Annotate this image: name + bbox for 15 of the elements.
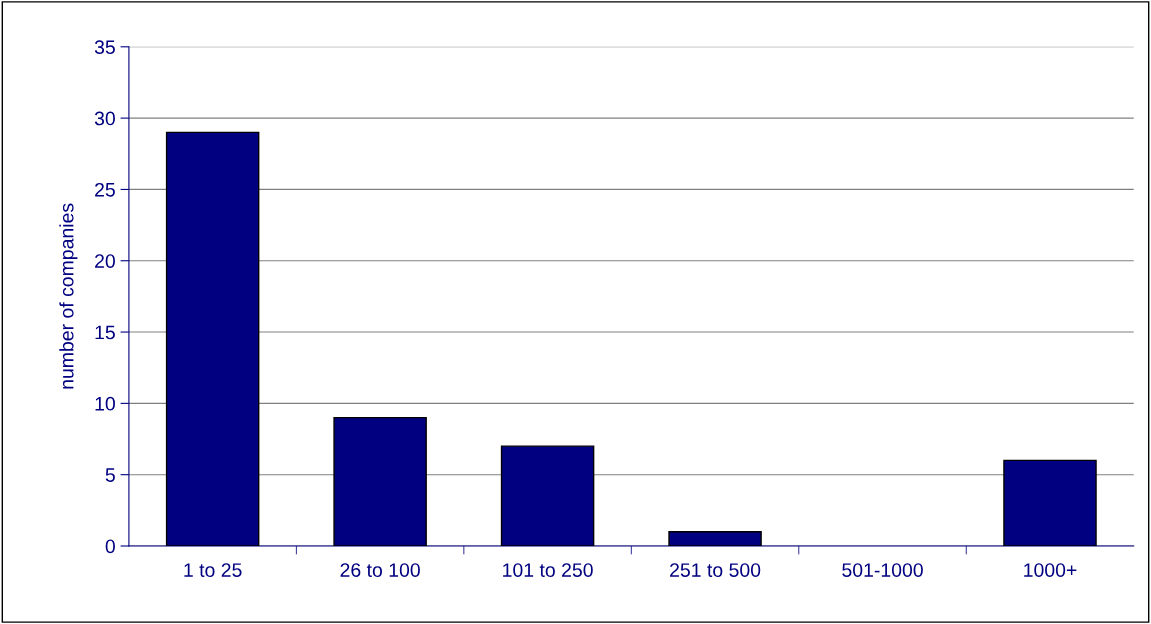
y-tick-label: 30 — [94, 111, 115, 126]
x-tick-label: 501-1000 — [842, 563, 923, 577]
x-tick-label: 101 to 250 — [503, 563, 593, 577]
x-tick-label: 1000+ — [1024, 563, 1077, 577]
y-tick-label: 5 — [105, 468, 115, 482]
y-tick-label: 10 — [95, 396, 115, 411]
y-tick-label: 35 — [94, 40, 115, 55]
x-tick-label: 251 to 500 — [670, 563, 761, 577]
y-tick-label: 15 — [95, 325, 115, 340]
y-axis-title: number of companies — [59, 203, 78, 389]
y-tick-label: 20 — [95, 254, 115, 268]
x-tick-label: 1 to 25 — [184, 563, 242, 577]
y-tick-label: 0 — [105, 539, 115, 554]
y-tick-label: 25 — [95, 182, 115, 197]
x-tick-label: 26 to 100 — [340, 563, 420, 577]
